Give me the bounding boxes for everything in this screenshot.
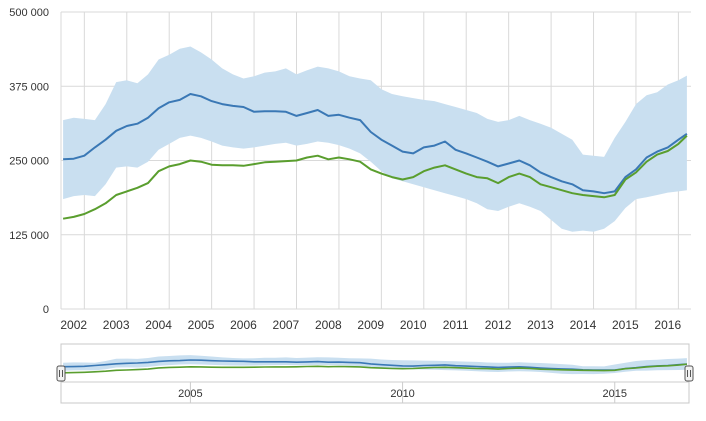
x-tick-label-8: 2010 (400, 318, 427, 332)
x-tick-label-3: 2005 (188, 318, 215, 332)
navigator-right-handle[interactable] (684, 365, 694, 382)
navigator-axis: 2005 2010 2015 (61, 381, 689, 403)
x-tick-label-11: 2013 (527, 318, 554, 332)
y-tick-label-0: 0 (43, 304, 49, 316)
navigator-handles[interactable] (56, 365, 694, 382)
x-tick-label-10: 2012 (485, 318, 512, 332)
x-tick-label-6: 2008 (315, 318, 342, 332)
x-tick-label-5: 2007 (273, 318, 300, 332)
x-axis: 2002 2003 2004 2005 2006 2007 2008 2009 2010 2011… (60, 318, 681, 332)
handle-grip (56, 365, 66, 382)
y-tick-label-1: 125 000 (9, 230, 49, 242)
y-axis: 0 125 000 250 000 375 000 500 000 (9, 7, 49, 316)
y-tick-label-3: 375 000 (9, 81, 49, 93)
x-tick-label-14: 2016 (654, 318, 681, 332)
y-tick-label-2: 250 000 (9, 156, 49, 168)
band-area (63, 46, 687, 232)
y-tick-label-4: 500 000 (9, 7, 49, 19)
navigator-tick-label-1: 2010 (390, 388, 414, 400)
navigator-tick-label-2: 2015 (603, 388, 627, 400)
range-band (63, 46, 687, 232)
x-tick-label-2: 2004 (145, 318, 172, 332)
x-tick-label-12: 2014 (570, 318, 597, 332)
navigator-tick-label-0: 2005 (178, 388, 202, 400)
x-tick-label-7: 2009 (357, 318, 384, 332)
navigator-left-handle[interactable] (56, 365, 66, 382)
navigator-series (63, 359, 687, 374)
x-tick-label-9: 2011 (443, 318, 469, 332)
x-tick-label-13: 2015 (612, 318, 639, 332)
x-tick-label-4: 2006 (230, 318, 257, 332)
x-tick-label-1: 2003 (103, 318, 130, 332)
series-lines (62, 93, 688, 220)
handle-grip (684, 365, 694, 382)
series-line-0 (63, 93, 688, 195)
navigator[interactable]: 2005 2010 2015 (56, 343, 694, 404)
navigator-series-line-1 (63, 363, 687, 374)
series-line-1 (62, 134, 688, 220)
x-tick-label-0: 2002 (60, 318, 87, 332)
